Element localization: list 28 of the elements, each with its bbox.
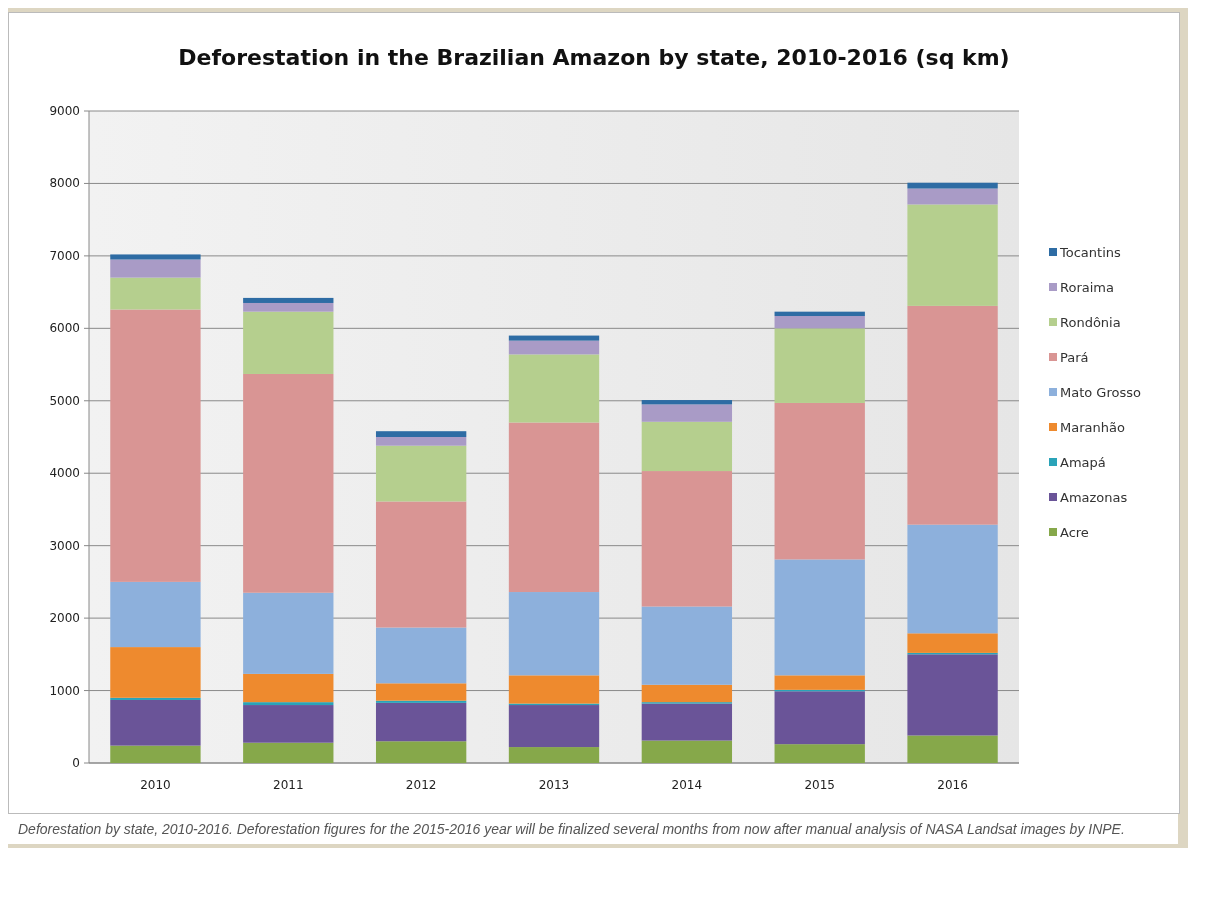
legend-label: Tocantins xyxy=(1059,245,1121,260)
y-tick-label: 0 xyxy=(72,756,80,770)
legend-label: Rondônia xyxy=(1060,315,1121,330)
y-tick-label: 8000 xyxy=(49,176,80,191)
y-tick-label: 5000 xyxy=(49,393,80,408)
y-tick-label: 4000 xyxy=(49,466,80,481)
x-tick-label: 2016 xyxy=(937,778,968,792)
legend-label: Mato Grosso xyxy=(1060,385,1141,400)
y-tick-label: 1000 xyxy=(49,683,80,698)
y-tick-label: 3000 xyxy=(49,538,80,553)
legend-label: Amazonas xyxy=(1060,490,1128,505)
legend-label: Amapá xyxy=(1060,455,1106,470)
x-tick-label: 2013 xyxy=(538,778,570,792)
x-tick-label: 2015 xyxy=(804,778,835,792)
x-tick-label: 2012 xyxy=(405,778,437,792)
legend-label: Roraima xyxy=(1060,280,1114,295)
y-tick-label: 9000 xyxy=(49,104,80,118)
x-tick-label: 2010 xyxy=(140,778,171,792)
y-tick-label: 2000 xyxy=(49,611,80,626)
legend-label: Maranhão xyxy=(1060,420,1125,435)
text: Deforestation by state, 2010-2016. Deforestation figures for the 2015-2016 year will be finalized several months from now after manual analysis of NASA Landsat images by INPE. xyxy=(8,814,1178,844)
y-tick-label: 6000 xyxy=(49,321,80,336)
x-tick-label: 2011 xyxy=(273,778,304,792)
x-tick-label: 2014 xyxy=(671,778,703,792)
chart-title: Deforestation in the Brazilian Amazon by state, 2010-2016 (sq km) xyxy=(178,45,1010,70)
legend-label: Pará xyxy=(1060,350,1089,365)
legend-label: Acre xyxy=(1060,525,1089,540)
y-tick-label: 7000 xyxy=(49,248,80,263)
